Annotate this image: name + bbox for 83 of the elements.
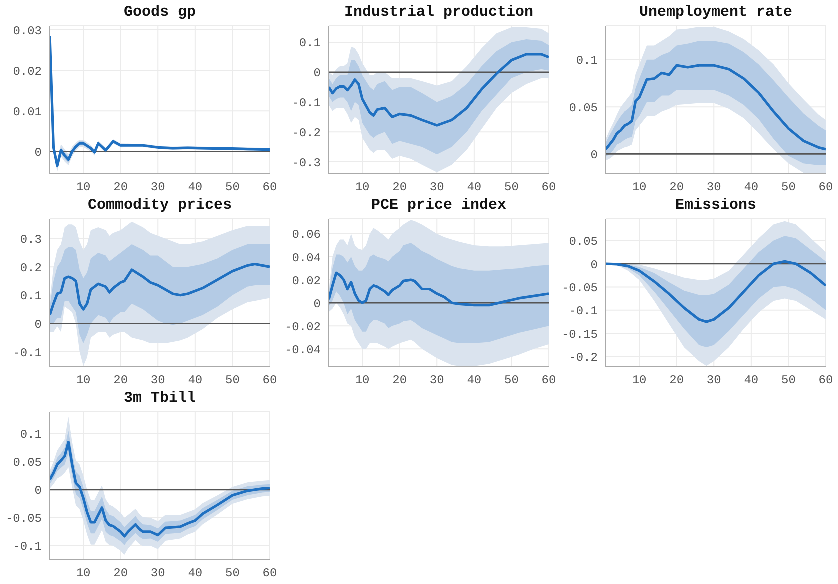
y-tick-label: 0.1 (299, 36, 321, 51)
y-tick-label: 0.02 (13, 64, 42, 79)
chart-title: Commodity prices (86, 197, 234, 214)
y-tick-label: 0 (590, 258, 598, 272)
y-tick-label: -0.1 (569, 304, 598, 319)
x-tick-label: 30 (150, 566, 166, 581)
x-tick-label: 60 (542, 180, 556, 195)
x-tick-label: 20 (392, 180, 408, 195)
x-tick-label: 10 (632, 180, 647, 195)
y-tick-label: 0.1 (576, 54, 598, 68)
x-tick-label: 10 (76, 180, 91, 195)
y-tick-label: 0.03 (13, 24, 42, 38)
x-tick-label: 20 (670, 180, 684, 195)
y-tick-label: 0.1 (20, 428, 42, 442)
chart-title: Goods gp (122, 4, 197, 21)
y-tick-label: 0.3 (20, 233, 42, 248)
chart-title: Industrial production (343, 4, 535, 21)
x-tick-label: 60 (262, 180, 278, 195)
x-tick-label: 10 (355, 180, 370, 195)
x-tick-label: 20 (670, 374, 684, 388)
y-tick-label: -0.05 (562, 281, 598, 296)
x-tick-label: 50 (504, 374, 519, 388)
y-tick-label: 0.06 (292, 228, 321, 242)
y-tick-label: 0 (34, 318, 42, 332)
x-tick-label: 30 (706, 374, 722, 388)
chart-title: Unemployment rate (638, 4, 794, 21)
y-tick-label: -0.1 (13, 346, 42, 360)
x-tick-label: 50 (782, 180, 796, 195)
x-tick-label: 50 (504, 180, 519, 195)
x-tick-label: 30 (150, 374, 166, 388)
x-tick-label: 30 (706, 180, 722, 195)
chart-title: 3m Tbill (122, 390, 197, 407)
y-tick-label: 0.2 (20, 261, 42, 276)
y-tick-label: -0.1 (292, 96, 321, 110)
x-tick-label: 30 (430, 374, 444, 388)
x-tick-label: 40 (188, 566, 203, 581)
x-tick-label: 10 (76, 374, 91, 388)
y-tick-label: -0.2 (292, 126, 321, 140)
y-tick-label: 0 (314, 297, 321, 312)
chart-title: Emissions (674, 197, 758, 214)
x-tick-label: 40 (467, 374, 482, 388)
y-tick-label: 0.02 (292, 274, 321, 288)
y-tick-label: 0 (590, 148, 598, 162)
y-tick-label: -0.04 (284, 343, 321, 358)
x-tick-label: 40 (467, 180, 482, 195)
y-tick-label: 0.05 (569, 101, 598, 116)
x-tick-label: 10 (632, 374, 647, 388)
y-tick-label: 0.05 (13, 456, 42, 470)
x-tick-label: 20 (392, 374, 408, 388)
y-tick-label: -0.02 (284, 320, 321, 334)
x-tick-label: 40 (744, 180, 759, 195)
x-tick-label: 10 (355, 374, 370, 388)
x-tick-label: 10 (76, 566, 91, 581)
y-tick-label: 0.01 (13, 105, 42, 120)
x-tick-label: 20 (114, 566, 128, 581)
chart-title: PCE price index (370, 197, 508, 214)
y-tick-label: -0.2 (569, 351, 598, 366)
x-tick-label: 50 (226, 566, 240, 581)
x-tick-label: 20 (114, 180, 128, 195)
x-tick-label: 40 (188, 374, 203, 388)
y-tick-label: 0 (314, 66, 321, 81)
y-tick-label: 0.04 (292, 251, 321, 266)
x-tick-label: 30 (430, 180, 444, 195)
y-tick-label: -0.05 (6, 512, 42, 526)
x-tick-label: 50 (782, 374, 796, 388)
x-tick-label: 30 (150, 180, 166, 195)
y-tick-label: 0.05 (569, 235, 598, 250)
x-tick-label: 40 (188, 180, 203, 195)
y-tick-label: 0 (34, 484, 42, 498)
x-tick-label: 60 (262, 374, 278, 388)
x-tick-label: 60 (818, 180, 834, 195)
x-tick-label: 40 (744, 374, 759, 388)
x-tick-label: 20 (114, 374, 128, 388)
y-tick-label: -0.3 (292, 156, 321, 170)
y-tick-label: 0.1 (20, 290, 42, 304)
y-tick-label: -0.1 (13, 540, 42, 554)
y-tick-label: -0.15 (562, 328, 598, 342)
y-tick-label: 0 (34, 146, 42, 160)
x-tick-label: 50 (226, 374, 240, 388)
x-tick-label: 60 (262, 566, 278, 581)
x-tick-label: 60 (818, 374, 834, 388)
x-tick-label: 60 (542, 374, 556, 388)
x-tick-label: 50 (226, 180, 240, 195)
